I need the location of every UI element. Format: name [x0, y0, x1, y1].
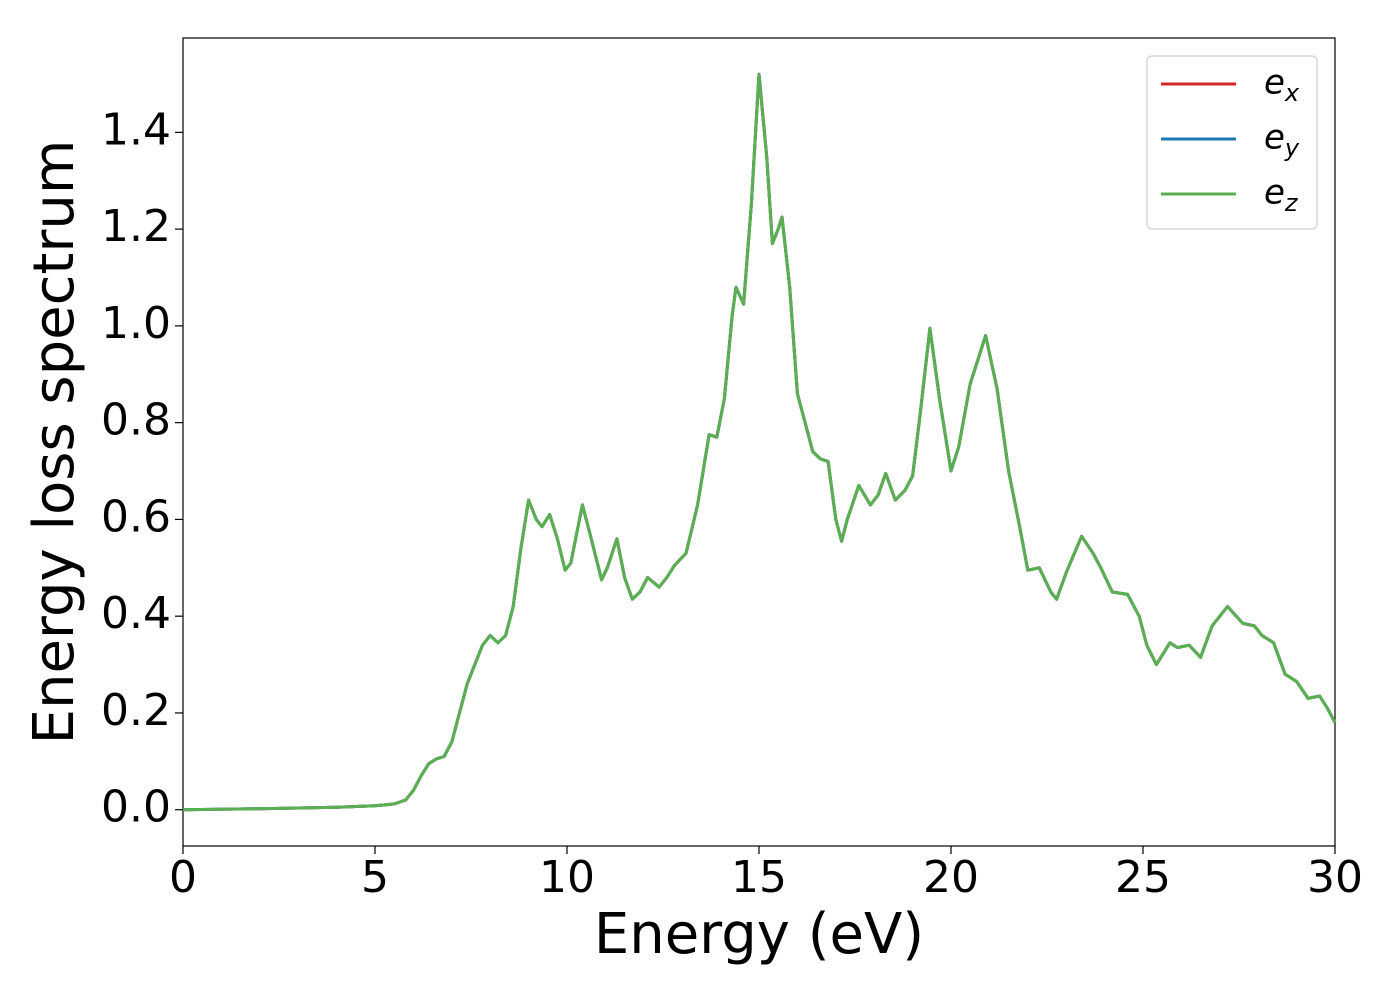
x-tick-label: 0 — [169, 852, 197, 903]
y-tick-label: 0.8 — [101, 395, 171, 446]
series-line — [182, 72, 1337, 812]
legend-box — [1146, 55, 1318, 230]
y-tick-label: 1.2 — [101, 201, 171, 252]
x-tick-label: 25 — [1115, 852, 1171, 903]
x-tick-label: 30 — [1307, 852, 1363, 903]
y-tick-label: 0.2 — [101, 685, 171, 736]
y-tick-label: 0.0 — [101, 782, 171, 833]
x-axis-label: Energy (eV) — [594, 902, 924, 967]
x-tick-label: 5 — [361, 852, 389, 903]
y-tick-label: 0.4 — [101, 588, 171, 639]
x-tick-label: 15 — [731, 852, 787, 903]
y-tick-label: 1.0 — [101, 298, 171, 349]
y-tick-label: 0.6 — [101, 491, 171, 542]
y-tick-label: 1.4 — [101, 104, 171, 155]
y-axis-label: Energy loss spectrum — [22, 140, 87, 745]
x-tick-label: 10 — [539, 852, 595, 903]
x-tick-label: 20 — [923, 852, 979, 903]
